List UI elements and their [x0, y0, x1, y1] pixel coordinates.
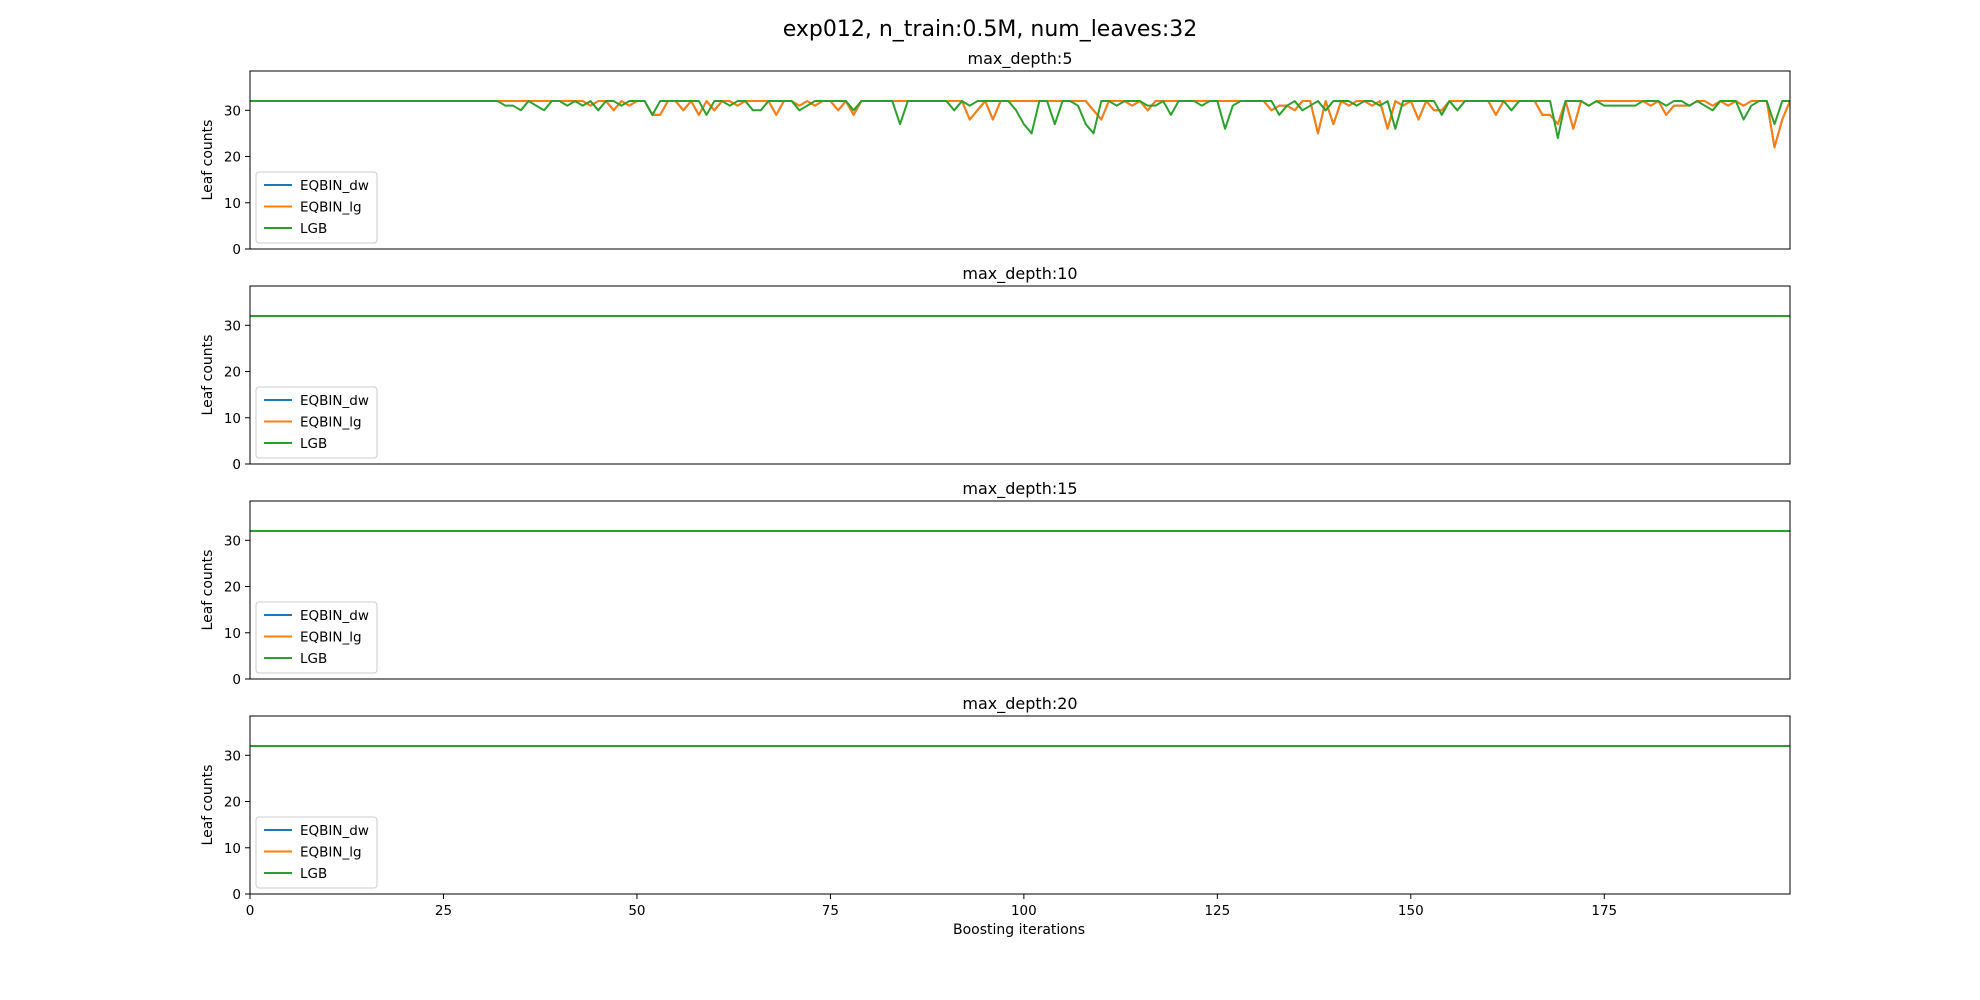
legend: EQBIN_dw EQBIN_lg LGB: [255, 386, 378, 459]
legend-label: LGB: [300, 221, 327, 237]
y-tick-label: 10: [224, 196, 241, 212]
legend-label: EQBIN_lg: [300, 415, 362, 431]
subplot-title: max_depth:15: [962, 479, 1077, 499]
y-tick-label: 0: [232, 242, 241, 258]
x-tick-label: 175: [1591, 903, 1617, 919]
legend-label: EQBIN_dw: [300, 393, 369, 409]
y-axis-label: Leaf counts: [200, 335, 216, 416]
figure-suptitle: exp012, n_train:0.5M, num_leaves:32: [783, 17, 1198, 42]
subplot-title: max_depth:5: [968, 49, 1073, 69]
y-axis-label: Leaf counts: [200, 550, 216, 631]
y-tick-label: 0: [232, 887, 241, 903]
legend-box: [255, 386, 378, 459]
subplot-title: max_depth:10: [962, 264, 1077, 284]
y-tick-label: 10: [224, 411, 241, 427]
legend-box: [255, 171, 378, 244]
legend-label: EQBIN_lg: [300, 845, 362, 861]
y-tick-label: 20: [224, 795, 241, 811]
legend-box: [255, 816, 378, 889]
x-tick-label: 0: [246, 903, 255, 919]
plot-frame: [249, 285, 1791, 465]
x-tick-label: 50: [628, 903, 645, 919]
legend-box: [255, 601, 378, 674]
legend-label: EQBIN_dw: [300, 823, 369, 839]
legend-label: LGB: [300, 651, 327, 667]
legend-label: EQBIN_dw: [300, 178, 369, 194]
y-tick-label: 20: [224, 365, 241, 381]
figure-xlabel: Boosting iterations: [953, 922, 1085, 938]
legend: EQBIN_dw EQBIN_lg LGB: [255, 816, 378, 889]
legend-label: LGB: [300, 866, 327, 882]
y-tick-label: 30: [224, 748, 241, 764]
plot-frame: [249, 70, 1791, 250]
y-tick-label: 0: [232, 457, 241, 473]
y-tick-label: 0: [232, 672, 241, 688]
y-tick-label: 30: [224, 103, 241, 119]
subplot-4: max_depth:20 Leaf counts 0 10 20 30 0 25 50 75 100…: [200, 694, 1791, 919]
y-axis-label: Leaf counts: [200, 120, 216, 201]
y-tick-label: 20: [224, 150, 241, 166]
legend: EQBIN_dw EQBIN_lg LGB: [255, 601, 378, 674]
legend-label: EQBIN_lg: [300, 200, 362, 216]
plot-frame: [249, 500, 1791, 680]
x-tick-label: 75: [822, 903, 839, 919]
plot-frame: [249, 715, 1791, 895]
y-tick-label: 10: [224, 841, 241, 857]
series-line-lgb: [250, 100, 1790, 140]
legend: EQBIN_dw EQBIN_lg LGB: [255, 171, 378, 244]
x-tick-label: 25: [435, 903, 452, 919]
legend-label: EQBIN_dw: [300, 608, 369, 624]
x-tick-label: 150: [1398, 903, 1424, 919]
y-tick-label: 30: [224, 533, 241, 549]
y-tick-label: 10: [224, 626, 241, 642]
x-tick-label: 100: [1011, 903, 1037, 919]
legend-label: EQBIN_lg: [300, 630, 362, 646]
y-axis-label: Leaf counts: [200, 765, 216, 846]
y-tick-label: 20: [224, 580, 241, 596]
x-tick-label: 125: [1204, 903, 1230, 919]
subplot-title: max_depth:20: [962, 694, 1077, 714]
legend-label: LGB: [300, 436, 327, 452]
y-tick-label: 30: [224, 318, 241, 334]
